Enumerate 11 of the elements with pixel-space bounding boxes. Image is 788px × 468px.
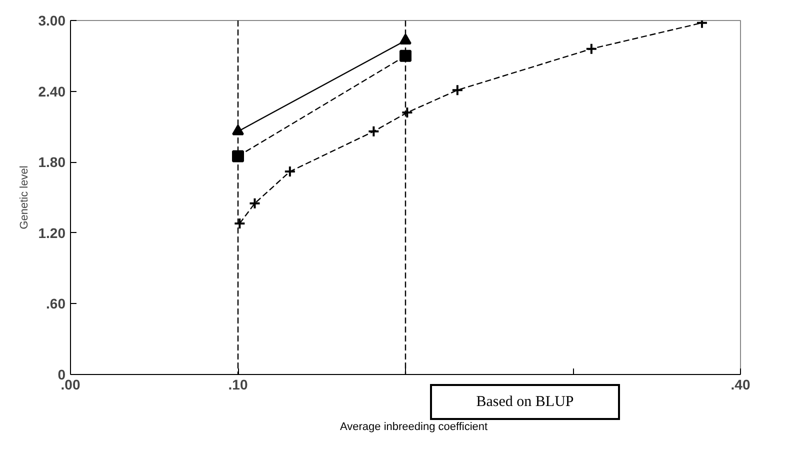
x-tick-label: .40 bbox=[730, 376, 750, 392]
y-tick-label: 2.40 bbox=[38, 83, 66, 100]
y-tick-label: 0 bbox=[58, 366, 66, 382]
y-tick-label: .60 bbox=[46, 296, 66, 312]
y-tick-label: 1.80 bbox=[38, 154, 66, 170]
y-tick-label: 1.20 bbox=[38, 224, 66, 241]
x-tick-label: .10 bbox=[228, 376, 248, 392]
y-tick-label: 3.00 bbox=[38, 12, 66, 28]
y-axis-title: Genetic level bbox=[18, 166, 30, 230]
x-axis-title: Average inbreeding coefficient bbox=[340, 420, 488, 435]
text: Based on BLUP bbox=[476, 393, 574, 412]
